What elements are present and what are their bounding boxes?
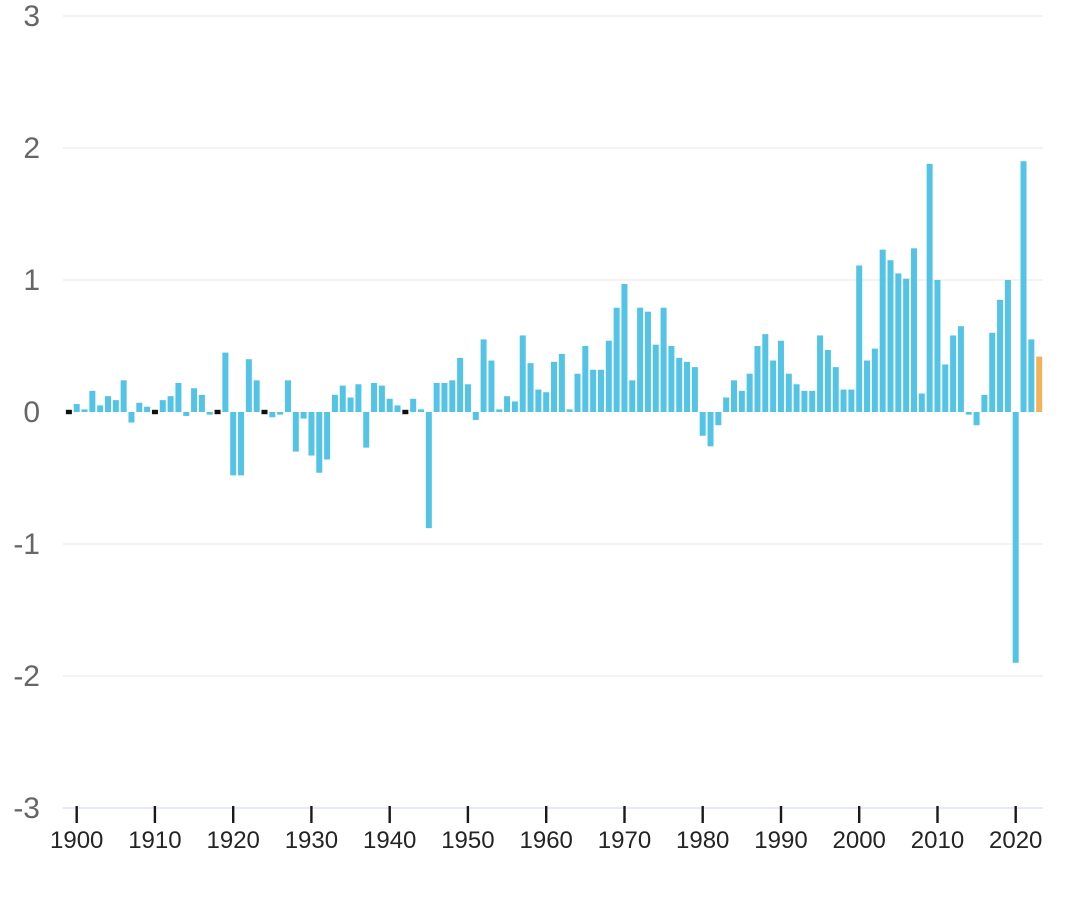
svg-text:1960: 1960 (520, 827, 573, 854)
svg-text:1980: 1980 (676, 827, 729, 854)
svg-text:1900: 1900 (50, 827, 103, 854)
svg-text:1970: 1970 (598, 827, 651, 854)
svg-text:1950: 1950 (441, 827, 494, 854)
svg-text:1910: 1910 (128, 827, 181, 854)
svg-text:1930: 1930 (285, 827, 338, 854)
svg-text:1990: 1990 (754, 827, 807, 854)
svg-text:1940: 1940 (363, 827, 416, 854)
svg-text:2000: 2000 (833, 827, 886, 854)
svg-text:-2: -2 (13, 660, 40, 693)
svg-text:2020: 2020 (989, 827, 1042, 854)
svg-text:1: 1 (23, 264, 40, 297)
svg-text:3: 3 (23, 0, 40, 33)
svg-text:-3: -3 (13, 792, 40, 825)
svg-text:2010: 2010 (911, 827, 964, 854)
svg-text:0: 0 (23, 396, 40, 429)
svg-text:-1: -1 (13, 528, 40, 561)
svg-text:2: 2 (23, 132, 40, 165)
svg-text:1920: 1920 (207, 827, 260, 854)
